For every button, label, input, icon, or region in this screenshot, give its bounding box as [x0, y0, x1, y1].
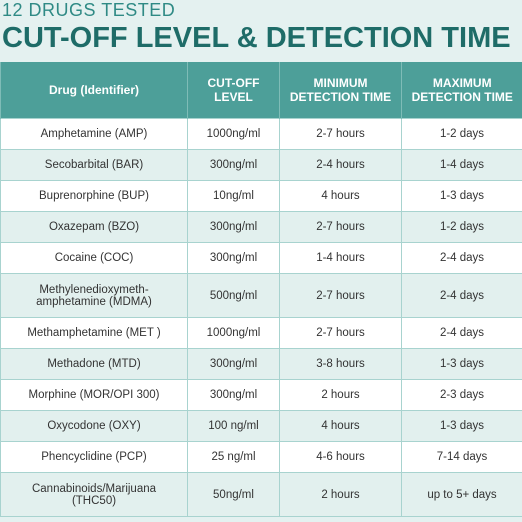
table-cell: 300ng/ml — [187, 149, 280, 181]
table-cell: Cannabinoids/Marijuana (THC50) — [0, 472, 188, 517]
table-cell: Oxycodone (OXY) — [0, 410, 188, 442]
table-cell: 100 ng/ml — [187, 410, 280, 442]
table-cell: 1-4 hours — [279, 242, 402, 274]
table-cell: Morphine (MOR/OPI 300) — [0, 379, 188, 411]
table-row: Secobarbital (BAR) 300ng/ml 2-4 hours 1-4 d… — [0, 149, 522, 181]
table-cell: 300ng/ml — [187, 379, 280, 411]
table-cell: 25 ng/ml — [187, 441, 280, 473]
table-row: Buprenorphine (BUP) 10ng/ml 4 hours 1-3 day… — [0, 180, 522, 212]
table-cell: Methadone (MTD) — [0, 348, 188, 380]
header-row: Drug (Identifier) CUT-OFF LEVEL MINIMUM DE… — [0, 62, 522, 119]
table-cell: 2-7 hours — [279, 317, 402, 349]
table-row: Methadone (MTD) 300ng/ml 3-8 hours 1-3 days — [0, 348, 522, 380]
table-row: Methylenedioxymeth-amphetamine (MDMA) 500… — [0, 273, 522, 318]
table-cell: 1-2 days — [401, 118, 522, 150]
table-cell: 2 hours — [279, 379, 402, 411]
table-cell: Amphetamine (AMP) — [0, 118, 188, 150]
table-cell: Methamphetamine (MET ) — [0, 317, 188, 349]
table-cell: 1000ng/ml — [187, 317, 280, 349]
table-cell: up to 5+ days — [401, 472, 522, 517]
table-cell: 1-4 days — [401, 149, 522, 181]
table-cell: 300ng/ml — [187, 348, 280, 380]
table-cell: 2-7 hours — [279, 273, 402, 318]
table-cell: Buprenorphine (BUP) — [0, 180, 188, 212]
table-row: Morphine (MOR/OPI 300) 300ng/ml 2 hours 2-3… — [0, 379, 522, 411]
table-cell: Cocaine (COC) — [0, 242, 188, 274]
table-row: Oxycodone (OXY) 100 ng/ml 4 hours 1-3 days — [0, 410, 522, 442]
column-header: CUT-OFF LEVEL — [187, 62, 280, 119]
table-row: Cocaine (COC) 300ng/ml 1-4 hours 2-4 days — [0, 242, 522, 274]
table-cell: 1-3 days — [401, 348, 522, 380]
table-cell: 1-3 days — [401, 180, 522, 212]
table-cell: 2-4 days — [401, 317, 522, 349]
subtitle: 12 DRUGS TESTED — [2, 0, 176, 20]
table-cell: Oxazepam (BZO) — [0, 211, 188, 243]
table-cell: 2 hours — [279, 472, 402, 517]
table-cell: Phencyclidine (PCP) — [0, 441, 188, 473]
column-header: MAXIMUM DETECTION TIME — [401, 62, 522, 119]
table-cell: 4 hours — [279, 410, 402, 442]
table-cell: Methylenedioxymeth-amphetamine (MDMA) — [0, 273, 188, 318]
table-cell: 2-4 days — [401, 242, 522, 274]
drug-table: Drug (Identifier) CUT-OFF LEVEL MINIMUM DE… — [0, 62, 522, 517]
table-cell: 10ng/ml — [187, 180, 280, 212]
table-cell: 300ng/ml — [187, 211, 280, 243]
table-cell: 2-7 hours — [279, 118, 402, 150]
table-body: Amphetamine (AMP) 1000ng/ml 2-7 hours 1-2 d… — [0, 118, 522, 517]
table-cell: 1-2 days — [401, 211, 522, 243]
table-cell: 2-4 days — [401, 273, 522, 318]
table-cell: 4-6 hours — [279, 441, 402, 473]
table-cell: 7-14 days — [401, 441, 522, 473]
table-cell: 3-8 hours — [279, 348, 402, 380]
title: CUT-OFF LEVEL & DETECTION TIME — [2, 22, 511, 54]
table-cell: Secobarbital (BAR) — [0, 149, 188, 181]
table-cell: 2-4 hours — [279, 149, 402, 181]
table-cell: 1-3 days — [401, 410, 522, 442]
table-cell: 500ng/ml — [187, 273, 280, 318]
column-header: MINIMUM DETECTION TIME — [279, 62, 402, 119]
table-cell: 4 hours — [279, 180, 402, 212]
table-row: Cannabinoids/Marijuana (THC50) 50ng/ml 2 h… — [0, 472, 522, 517]
table-cell: 300ng/ml — [187, 242, 280, 274]
table-row: Oxazepam (BZO) 300ng/ml 2-7 hours 1-2 days — [0, 211, 522, 243]
table-row: Phencyclidine (PCP) 25 ng/ml 4-6 hours 7-14… — [0, 441, 522, 473]
table-cell: 2-7 hours — [279, 211, 402, 243]
table-cell: 2-3 days — [401, 379, 522, 411]
table-cell: 50ng/ml — [187, 472, 280, 517]
table-cell: 1000ng/ml — [187, 118, 280, 150]
table-row: Methamphetamine (MET ) 1000ng/ml 2-7 hours… — [0, 317, 522, 349]
column-header: Drug (Identifier) — [0, 62, 188, 119]
table-row: Amphetamine (AMP) 1000ng/ml 2-7 hours 1-2 d… — [0, 118, 522, 150]
